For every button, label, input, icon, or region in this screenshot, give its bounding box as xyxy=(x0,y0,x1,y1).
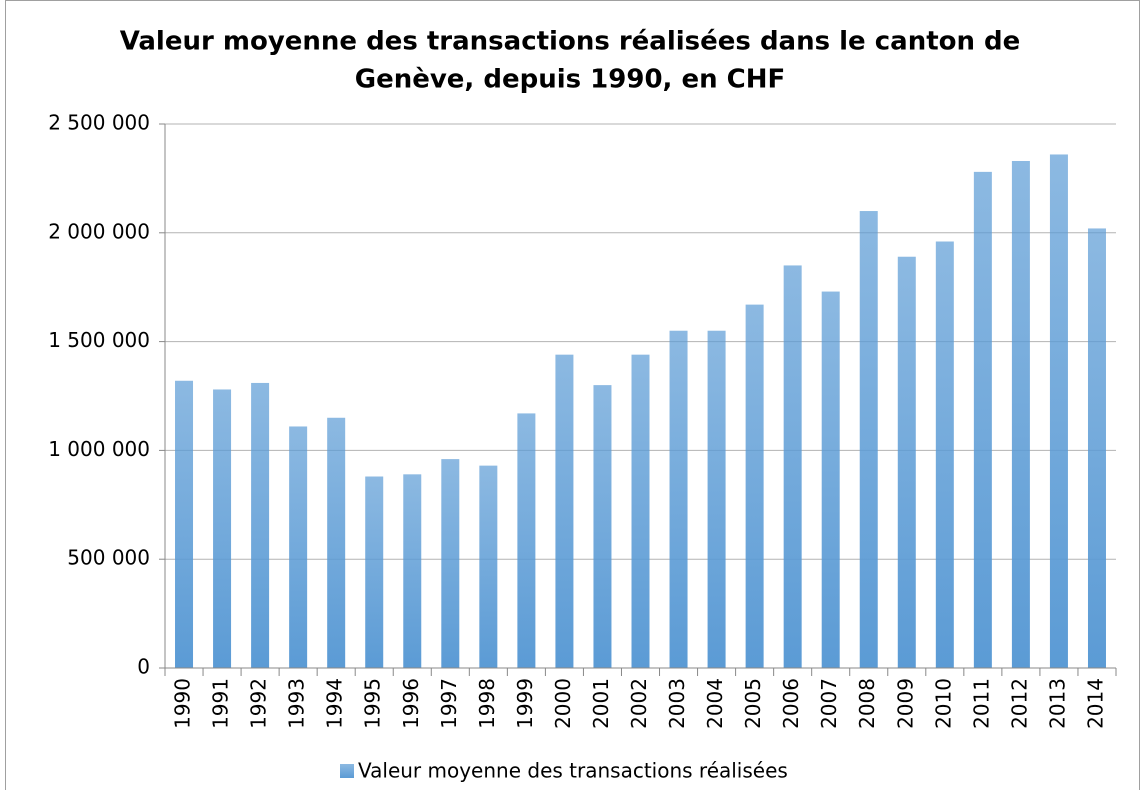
legend-label: Valeur moyenne des transactions réalisée… xyxy=(358,759,788,783)
x-tick-label: 1990 xyxy=(171,678,195,729)
bar xyxy=(669,330,688,668)
bar xyxy=(973,171,992,668)
x-tick-label: 2012 xyxy=(1007,678,1031,729)
bar xyxy=(175,380,194,668)
x-tick-label: 1992 xyxy=(247,678,271,729)
bar xyxy=(517,413,536,668)
x-tick-label: 1996 xyxy=(399,678,423,729)
bar xyxy=(251,382,270,668)
x-tick-label: 2001 xyxy=(589,678,613,729)
bar xyxy=(631,354,650,668)
x-tick-label: 2009 xyxy=(893,678,917,729)
bar xyxy=(1011,160,1030,668)
x-tick-label: 2011 xyxy=(969,678,993,729)
x-tick-label: 2010 xyxy=(931,678,955,729)
bar xyxy=(593,385,612,668)
bar xyxy=(821,291,840,668)
chart-title: Valeur moyenne des transactions réalisée… xyxy=(120,27,1021,57)
y-tick-label: 500 000 xyxy=(67,546,150,570)
x-tick-label: 2014 xyxy=(1083,678,1107,729)
x-tick-label: 1993 xyxy=(285,678,309,729)
bar xyxy=(441,459,460,668)
x-tick-label: 2004 xyxy=(703,678,727,729)
y-tick-label: 1 500 000 xyxy=(48,328,150,352)
bar xyxy=(1087,228,1106,668)
y-tick-label: 2 500 000 xyxy=(48,111,150,135)
bar xyxy=(327,417,346,668)
bar xyxy=(365,476,384,668)
bar xyxy=(555,354,574,668)
x-tick-label: 1991 xyxy=(209,678,233,729)
x-tick-label: 2008 xyxy=(855,678,879,729)
legend-swatch xyxy=(340,764,354,778)
chart-frame xyxy=(5,0,1140,790)
y-tick-label: 0 xyxy=(137,655,150,679)
bar xyxy=(935,241,954,668)
bar xyxy=(707,330,726,668)
x-tick-label: 2002 xyxy=(627,678,651,729)
x-tick-label: 2003 xyxy=(665,678,689,729)
x-tick-label: 2005 xyxy=(741,678,765,729)
x-tick-label: 1998 xyxy=(475,678,499,729)
x-tick-label: 2007 xyxy=(817,678,841,729)
x-tick-label: 1999 xyxy=(513,678,537,729)
bar xyxy=(1049,154,1068,669)
bar xyxy=(859,211,878,669)
bar xyxy=(745,304,764,668)
x-tick-label: 2006 xyxy=(779,678,803,729)
x-tick-label: 1995 xyxy=(361,678,385,729)
chart-title: Genève, depuis 1990, en CHF xyxy=(355,65,786,95)
bar xyxy=(289,426,308,668)
bar xyxy=(783,265,802,668)
bar xyxy=(213,389,232,668)
bar xyxy=(897,256,916,668)
x-tick-label: 1997 xyxy=(437,678,461,729)
x-tick-label: 2000 xyxy=(551,678,575,729)
x-tick-label: 1994 xyxy=(323,678,347,729)
y-tick-label: 2 000 000 xyxy=(48,219,150,243)
x-tick-label: 2013 xyxy=(1045,678,1069,729)
bar xyxy=(403,474,422,668)
bar xyxy=(479,465,498,668)
y-tick-label: 1 000 000 xyxy=(48,437,150,461)
